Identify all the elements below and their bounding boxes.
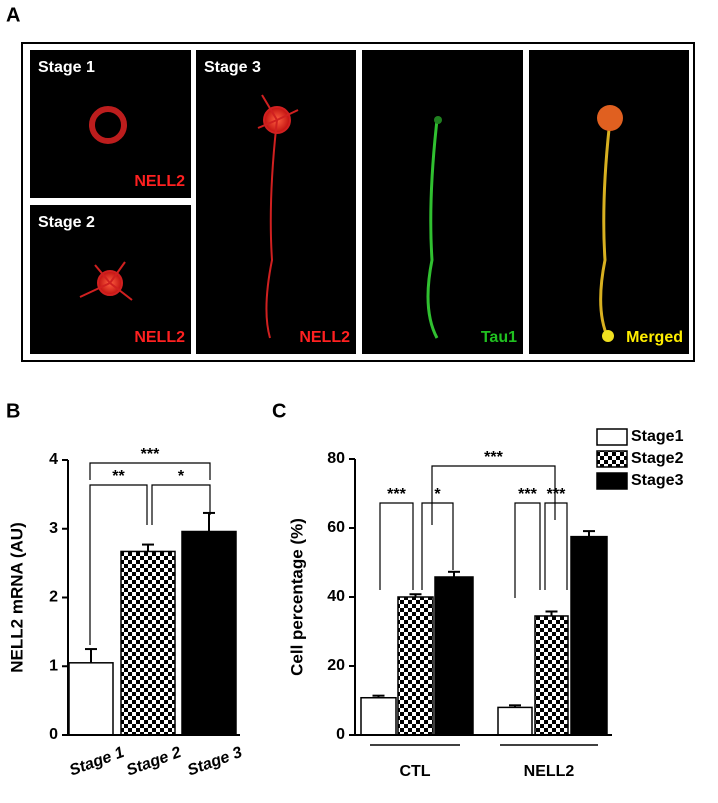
- y-axis-label: Cell percentage (%): [287, 518, 306, 676]
- significance-label: ***: [387, 486, 406, 503]
- y-tick-label: 80: [327, 450, 345, 467]
- marker-label: Tau1: [481, 329, 517, 346]
- y-tick-label: 20: [327, 657, 345, 674]
- significance-label: **: [112, 468, 125, 485]
- bar: [434, 576, 474, 736]
- significance-bracket: [421, 502, 454, 590]
- bar: [534, 615, 569, 736]
- bar: [497, 706, 533, 736]
- significance-label: ***: [547, 486, 566, 503]
- x-tick-label: CTL: [399, 763, 430, 780]
- significance-label: ***: [141, 446, 160, 463]
- y-tick-label: 40: [327, 588, 345, 605]
- significance-bracket: [151, 484, 211, 525]
- micrographs: [30, 50, 689, 354]
- significance-bracket: [89, 484, 148, 645]
- significance-bracket: [544, 502, 568, 590]
- marker-label: NELL2: [299, 329, 350, 346]
- x-tick-label: NELL2: [524, 763, 575, 780]
- bar: [360, 696, 397, 736]
- x-tick-label: Stage 3: [185, 744, 244, 779]
- panel-label: C: [272, 400, 286, 422]
- significance-label: ***: [484, 449, 503, 466]
- y-tick-label: 4: [49, 451, 58, 468]
- marker-label: Merged: [626, 329, 683, 346]
- significance-bracket: [431, 465, 556, 525]
- legend-swatch: [596, 472, 628, 490]
- y-axis-label: NELL2 mRNA (AU): [7, 522, 26, 672]
- y-tick-label: 0: [49, 726, 58, 743]
- legend-swatch: [596, 450, 628, 468]
- legend-label: Stage2: [631, 450, 684, 467]
- significance-bracket: [379, 502, 414, 590]
- x-tick-label: Stage 2: [124, 744, 183, 779]
- y-tick-label: 2: [49, 589, 58, 606]
- panel-a-frame: [21, 42, 695, 362]
- y-tick-label: 3: [49, 520, 58, 537]
- legend-swatch: [596, 428, 628, 446]
- marker-label: NELL2: [134, 329, 185, 346]
- panel-label: B: [6, 400, 20, 422]
- legend-label: Stage3: [631, 472, 684, 489]
- x-tick-label: Stage 1: [67, 744, 126, 779]
- marker-label: NELL2: [134, 173, 185, 190]
- significance-bracket: [89, 462, 211, 480]
- y-tick-label: 1: [49, 657, 58, 674]
- legend-label: Stage1: [631, 428, 684, 445]
- stage-label: Stage 3: [204, 59, 261, 76]
- bar: [570, 535, 608, 736]
- stage-label: Stage 1: [38, 59, 95, 76]
- significance-bracket: [514, 502, 541, 598]
- significance-label: *: [434, 486, 441, 503]
- bar: [68, 662, 114, 736]
- significance-label: ***: [518, 486, 537, 503]
- stage-label: Stage 2: [38, 214, 95, 231]
- bar: [397, 596, 434, 736]
- y-tick-label: 60: [327, 519, 345, 536]
- bar: [120, 550, 176, 736]
- bar: [181, 530, 237, 736]
- significance-label: *: [178, 468, 185, 485]
- panel-label: A: [6, 4, 20, 26]
- y-tick-label: 0: [336, 726, 345, 743]
